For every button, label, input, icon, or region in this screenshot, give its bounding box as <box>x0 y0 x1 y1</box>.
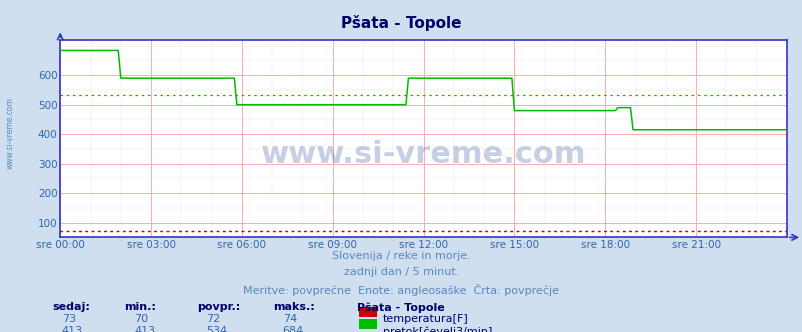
Text: 73: 73 <box>62 314 76 324</box>
Text: Meritve: povprečne  Enote: angleosaške  Črta: povprečje: Meritve: povprečne Enote: angleosaške Čr… <box>243 284 559 296</box>
Text: 413: 413 <box>134 326 155 332</box>
Text: 74: 74 <box>282 314 297 324</box>
Text: 70: 70 <box>134 314 148 324</box>
Text: pretok[čevelj3/min]: pretok[čevelj3/min] <box>383 326 492 332</box>
Text: Pšata - Topole: Pšata - Topole <box>341 15 461 31</box>
Text: 413: 413 <box>62 326 83 332</box>
Text: maks.:: maks.: <box>273 302 314 312</box>
Text: min.:: min.: <box>124 302 156 312</box>
Text: zadnji dan / 5 minut.: zadnji dan / 5 minut. <box>343 267 459 277</box>
Text: Pšata - Topole: Pšata - Topole <box>357 302 444 313</box>
Text: www.si-vreme.com: www.si-vreme.com <box>6 97 15 169</box>
Text: 72: 72 <box>206 314 221 324</box>
Text: www.si-vreme.com: www.si-vreme.com <box>261 140 585 169</box>
Text: 534: 534 <box>206 326 227 332</box>
Text: povpr.:: povpr.: <box>196 302 240 312</box>
Text: temperatura[F]: temperatura[F] <box>383 314 468 324</box>
Text: sedaj:: sedaj: <box>52 302 90 312</box>
Text: Slovenija / reke in morje.: Slovenija / reke in morje. <box>332 251 470 261</box>
Text: 684: 684 <box>282 326 303 332</box>
